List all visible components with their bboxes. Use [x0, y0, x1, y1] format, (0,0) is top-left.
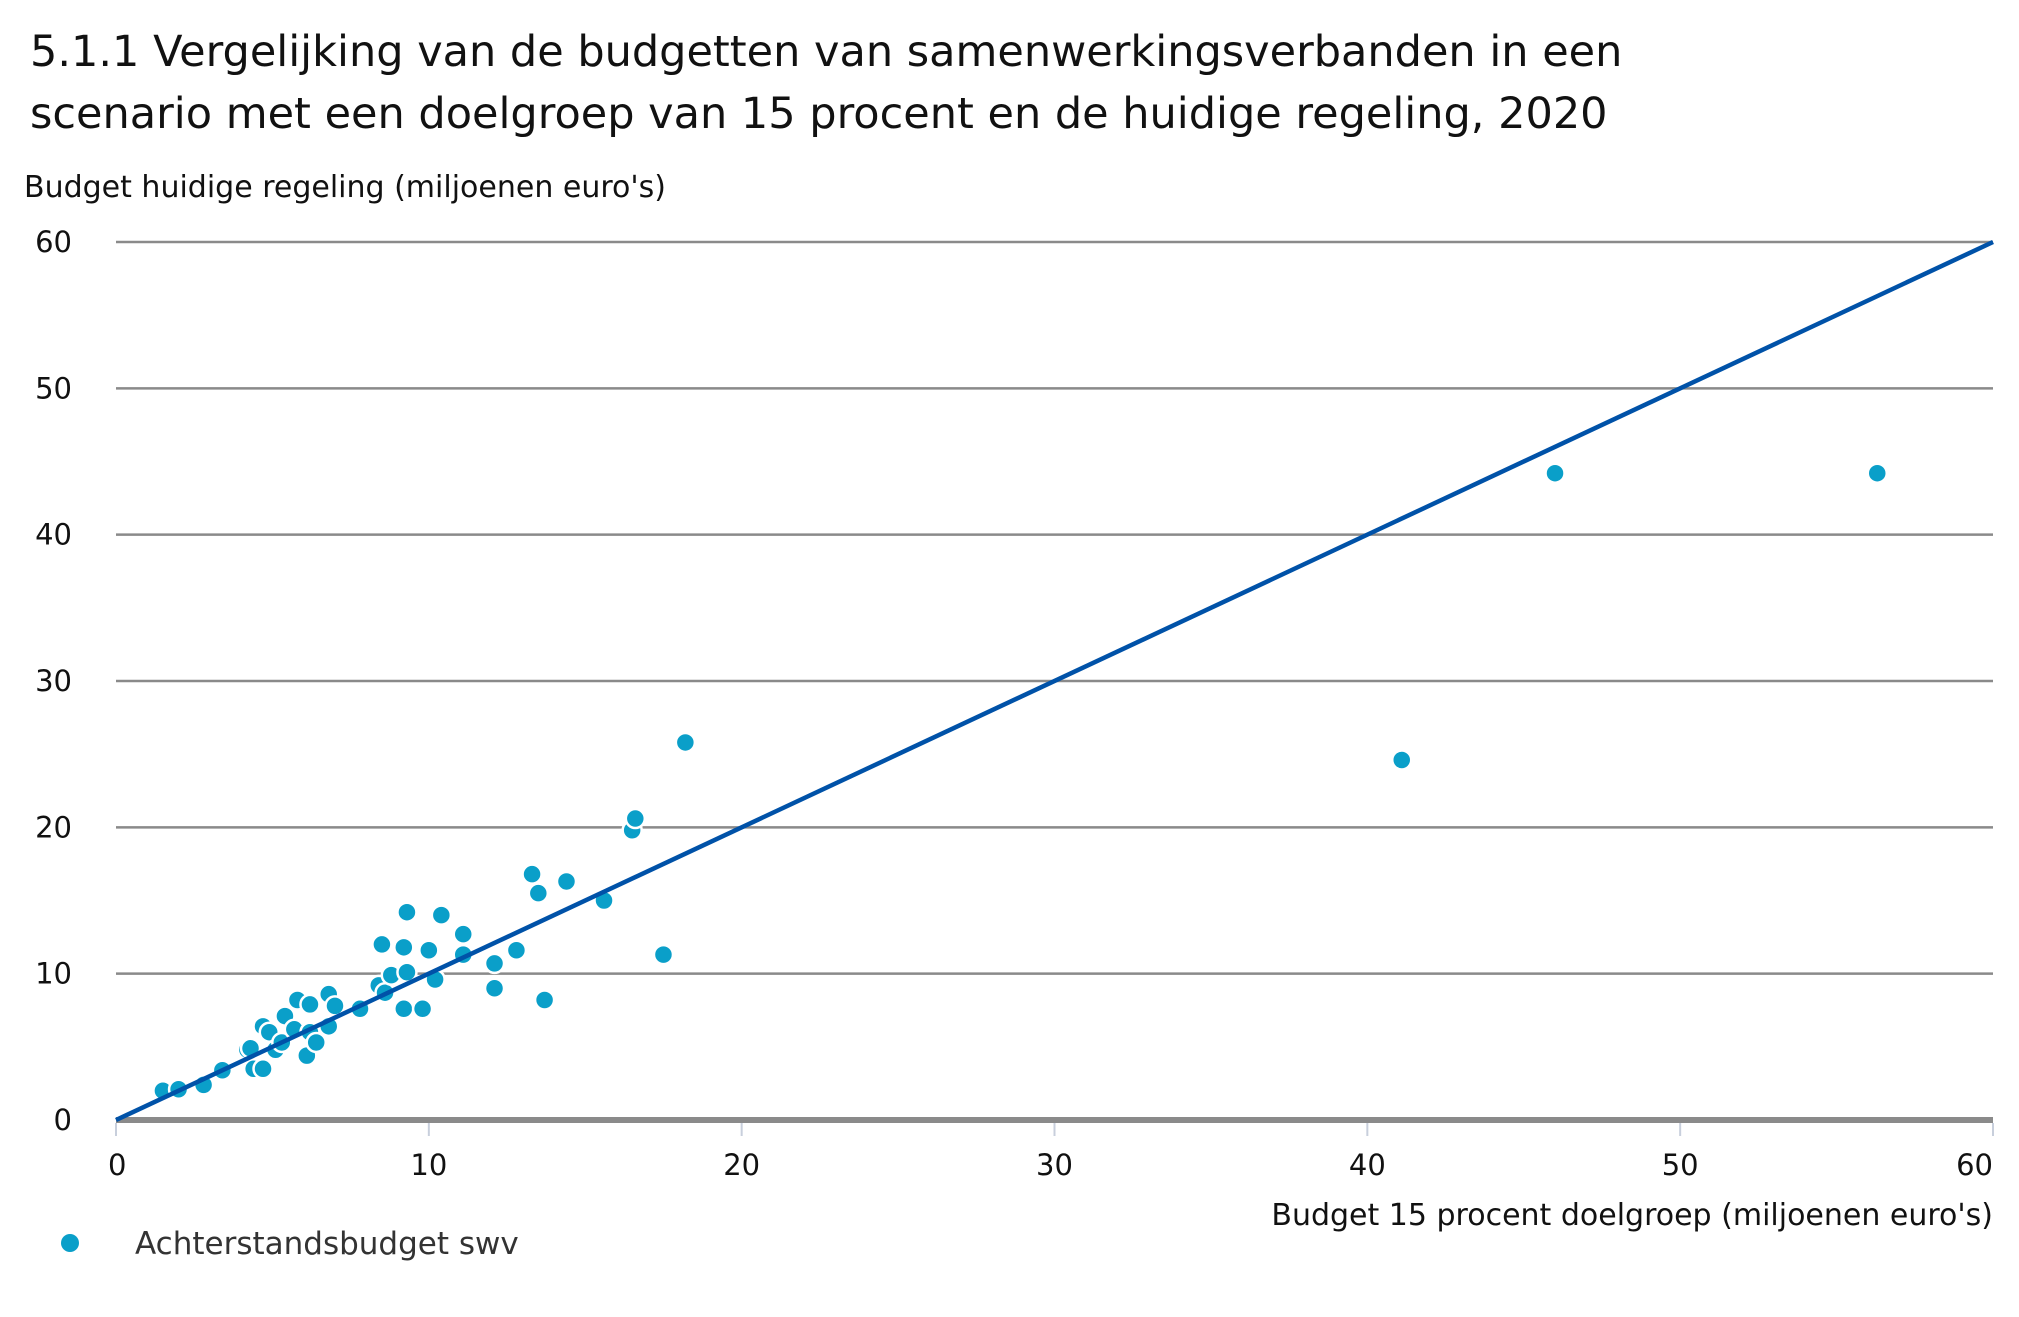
data-point	[521, 863, 543, 885]
y-tick-label: 30	[35, 664, 72, 698]
y-tick-label: 50	[35, 371, 72, 405]
data-point	[299, 993, 321, 1016]
y-tick-label: 0	[54, 1103, 72, 1137]
y-axis-ticks: 0 10 20 30 40 50 60	[35, 225, 72, 1137]
data-point	[1544, 462, 1566, 484]
data-point	[674, 731, 697, 754]
reference-line	[115, 239, 1994, 1123]
legend: Achterstandsbudget swv	[61, 1226, 519, 1262]
legend-marker	[61, 1234, 79, 1252]
x-tick-label: 30	[1036, 1148, 1073, 1182]
legend-label: Achterstandsbudget swv	[135, 1226, 519, 1262]
data-point	[393, 998, 415, 1020]
x-axis-ticks: 0 10 20 30 40 50 60	[108, 1123, 1994, 1182]
data-point	[393, 936, 415, 959]
data-point	[505, 939, 528, 962]
chart-title-line-1: 5.1.1 Vergelijking van de budgetten van …	[30, 27, 1622, 77]
data-point	[1866, 462, 1889, 484]
chart-title-line-2: scenario met een doelgroep van 15 procen…	[30, 89, 1608, 139]
x-tick-label: 50	[1662, 1148, 1699, 1182]
data-point	[555, 870, 578, 893]
data-points	[152, 462, 1889, 1102]
x-tick-label: 40	[1349, 1148, 1386, 1182]
data-point	[305, 1031, 327, 1054]
data-point	[483, 952, 506, 975]
y-axis-label: Budget huidige regeling (miljoenen euro'…	[24, 170, 666, 205]
data-point	[1390, 749, 1413, 771]
data-point	[371, 933, 393, 956]
data-point	[396, 901, 418, 923]
data-point	[452, 923, 474, 945]
y-tick-label: 40	[35, 518, 72, 552]
data-point	[527, 882, 550, 904]
x-tick-label: 0	[108, 1148, 126, 1182]
data-point	[652, 943, 675, 966]
y-tick-label: 10	[35, 957, 72, 991]
data-point	[624, 807, 647, 830]
data-point	[411, 998, 434, 1020]
x-tick-label: 60	[1956, 1148, 1993, 1182]
data-point	[418, 939, 440, 962]
y-tick-label: 60	[35, 225, 72, 259]
data-point	[430, 904, 453, 926]
data-point	[252, 1058, 274, 1080]
x-tick-label: 10	[410, 1148, 447, 1182]
data-point	[483, 977, 506, 1000]
x-axis-label: Budget 15 procent doelgroep (miljoenen e…	[1271, 1198, 1993, 1233]
data-point	[533, 989, 556, 1011]
y-tick-label: 20	[35, 810, 72, 844]
x-tick-label: 20	[723, 1148, 760, 1182]
